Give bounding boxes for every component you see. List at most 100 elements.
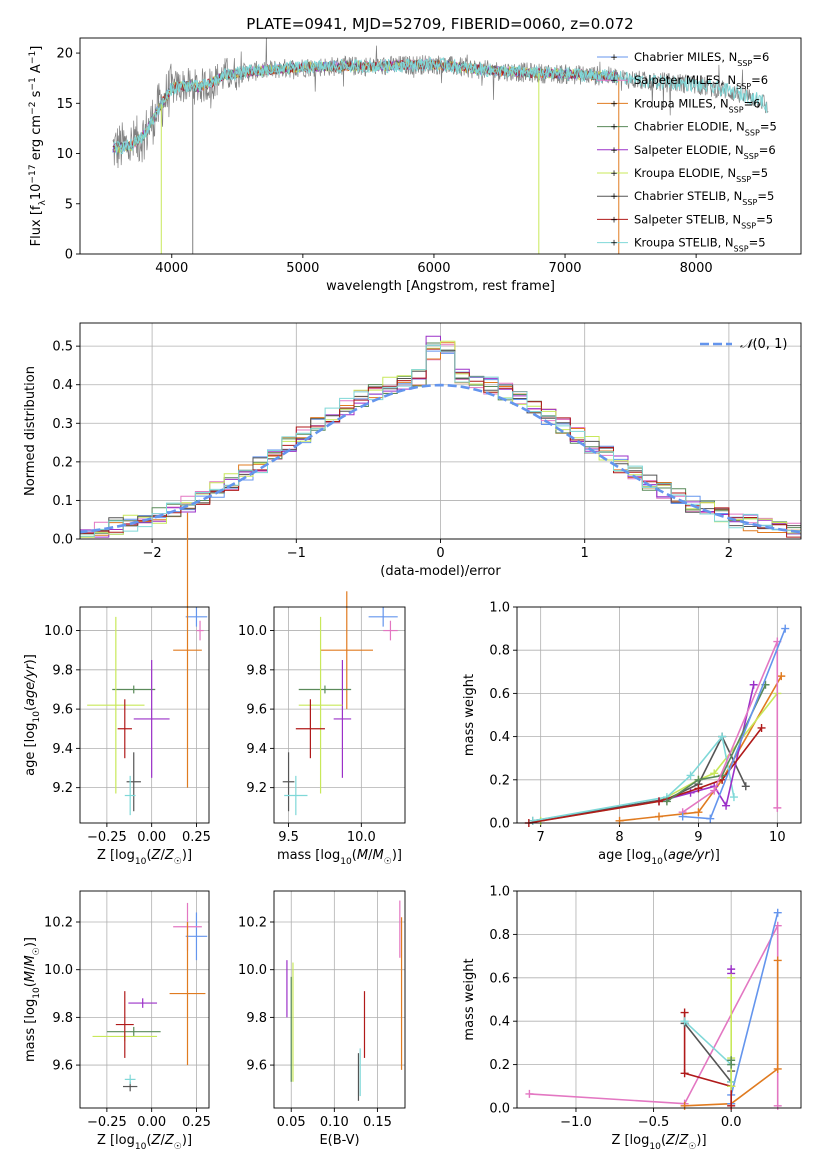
x-tick-label: 0.00 (137, 830, 166, 845)
axes-frame (79, 37, 802, 255)
x-tick-label: 0.10 (320, 1115, 349, 1130)
x-axis-label: age [log10(age/yr)] (598, 848, 720, 867)
x-tick-label: 9.5 (278, 830, 299, 845)
weight-point-marker (694, 784, 703, 793)
y-axis-label: age [log10(age/yr)] (23, 654, 42, 776)
figure-title: PLATE=0941, MJD=52709, FIBERID=0060, z=0… (246, 15, 633, 33)
x-tick-label: 0.15 (363, 1115, 392, 1130)
weight-point-marker (710, 786, 719, 795)
weight-point-marker (680, 1069, 689, 1078)
legend-label: 𝒩(0, 1) (740, 337, 787, 352)
y-tick-label: 10 (56, 147, 73, 162)
x-axis-label: Z [log10(Z/Z☉)] (97, 848, 192, 867)
x-tick-label: 0.0 (721, 1115, 742, 1130)
weight-point-marker (729, 793, 738, 802)
weight-point-marker (615, 816, 624, 825)
legend-marker: + (610, 169, 618, 179)
legend-label: Salpeter MILES, NSSP=6 (634, 73, 768, 91)
x-tick-label: 7 (537, 830, 545, 845)
weight-point-marker (662, 797, 671, 806)
legend-marker: + (610, 215, 618, 225)
legend-marker: + (610, 192, 618, 202)
weight-point-marker (727, 1082, 736, 1091)
y-tick-label: 15 (56, 97, 73, 112)
weight-series-line (666, 684, 767, 803)
weight-point-marker (655, 812, 663, 821)
y-tick-label: 0.5 (52, 340, 73, 355)
x-tick-label: −0.5 (638, 1115, 670, 1130)
x-tick-label: 6000 (417, 261, 450, 276)
y-tick-label: 0.4 (52, 378, 73, 393)
weight-point-marker (781, 624, 790, 633)
y-tick-label: 9.6 (246, 1059, 267, 1074)
x-tick-label: −0.25 (87, 830, 127, 845)
x-tick-label: −2 (143, 546, 162, 561)
x-tick-label: 0.05 (277, 1115, 306, 1130)
x-tick-label: 10.0 (347, 830, 376, 845)
x-tick-label: 7000 (548, 261, 581, 276)
legend-marker: + (610, 99, 618, 109)
x-axis-label: mass [log10(M/M☉)] (277, 848, 402, 867)
y-tick-label: 9.4 (52, 742, 73, 757)
weight-point-marker (773, 803, 782, 812)
weight-point-marker (773, 1064, 782, 1073)
y-tick-label: 0.4 (489, 1015, 510, 1030)
y-tick-label: 10.0 (44, 963, 73, 978)
weight-point-marker (727, 1056, 736, 1065)
y-tick-label: 0.8 (489, 928, 510, 943)
weight-point-marker (678, 812, 687, 821)
axes-frame (79, 606, 210, 824)
x-axis-label: Z [log10(Z/Z☉)] (611, 1133, 706, 1152)
legend-marker: + (610, 53, 618, 63)
weight-point-marker (710, 769, 719, 778)
y-tick-label: 0.0 (489, 817, 510, 832)
y-axis-label: mass [log10(M/M☉)] (23, 937, 42, 1062)
x-tick-label: 1 (581, 546, 589, 561)
legend-marker: + (610, 76, 618, 86)
legend-label: Salpeter STELIB, NSSP=5 (634, 212, 773, 230)
spectrum-panel: 4000 5000 6000 7000 8000 0 5 10 15 20 wavelength [… (28, 37, 802, 294)
y-tick-label: 9.8 (52, 663, 73, 678)
x-tick-label: 2 (725, 546, 733, 561)
legend-label: Kroupa MILES, NSSP=6 (634, 96, 761, 114)
y-tick-label: 9.6 (52, 703, 73, 718)
y-tick-label: 10.2 (238, 916, 267, 931)
x-axis-label: wavelength [Angstrom, rest frame] (326, 279, 555, 294)
axes-frame (516, 606, 802, 824)
weight-point-marker (694, 775, 703, 784)
weight-point-marker (686, 788, 695, 797)
weight-point-marker (680, 1008, 689, 1017)
y-tick-label: 10.2 (44, 916, 73, 931)
x-tick-label: 8000 (680, 261, 713, 276)
weight-point-marker (680, 1101, 689, 1110)
legend-label: Kroupa ELODIE, NSSP=5 (634, 166, 768, 184)
x-tick-label: 0 (436, 546, 444, 561)
y-axis-label: Normed distribution (23, 366, 38, 496)
y-tick-label: 1.0 (489, 885, 510, 900)
x-tick-label: 5000 (286, 261, 319, 276)
mass-vs-extinction-panel: 0.05 0.10 0.15 9.6 9.8 10.0 10.2 E(B-V) (238, 890, 406, 1148)
weight-point-marker (749, 680, 758, 689)
axes-frame (79, 890, 210, 1109)
y-axis-label: mass weight (462, 958, 477, 1040)
weight-series-line (684, 960, 779, 1107)
mass-vs-metallicity-panel: −0.25 0.00 0.25 9.6 9.8 10.0 10.2 Z [log10(Z/Z☉… (23, 890, 211, 1152)
weight-point-marker (741, 782, 750, 791)
legend-label: Chabrier MILES, NSSP=6 (634, 50, 769, 68)
y-tick-label: 5 (65, 197, 73, 212)
y-tick-label: 0.3 (52, 417, 73, 432)
y-tick-label: 0.6 (489, 687, 510, 702)
legend-label: Salpeter ELODIE, NSSP=6 (634, 143, 776, 161)
x-tick-label: 10 (769, 830, 786, 845)
x-axis-label: E(B-V) (319, 1133, 359, 1148)
x-tick-label: −1 (287, 546, 306, 561)
y-tick-label: 9.4 (246, 742, 267, 757)
y-tick-label: 0 (65, 248, 73, 263)
y-tick-label: 9.8 (246, 663, 267, 678)
axes-frame (273, 890, 406, 1109)
y-tick-label: 9.6 (246, 703, 267, 718)
mass-weight-vs-age-panel: 7 8 9 10 0.0 0.2 0.4 0.6 0.8 1.0 age [log10(age/yr… (462, 601, 802, 867)
normal-curve (80, 383, 801, 534)
y-tick-label: 0.1 (52, 494, 73, 509)
